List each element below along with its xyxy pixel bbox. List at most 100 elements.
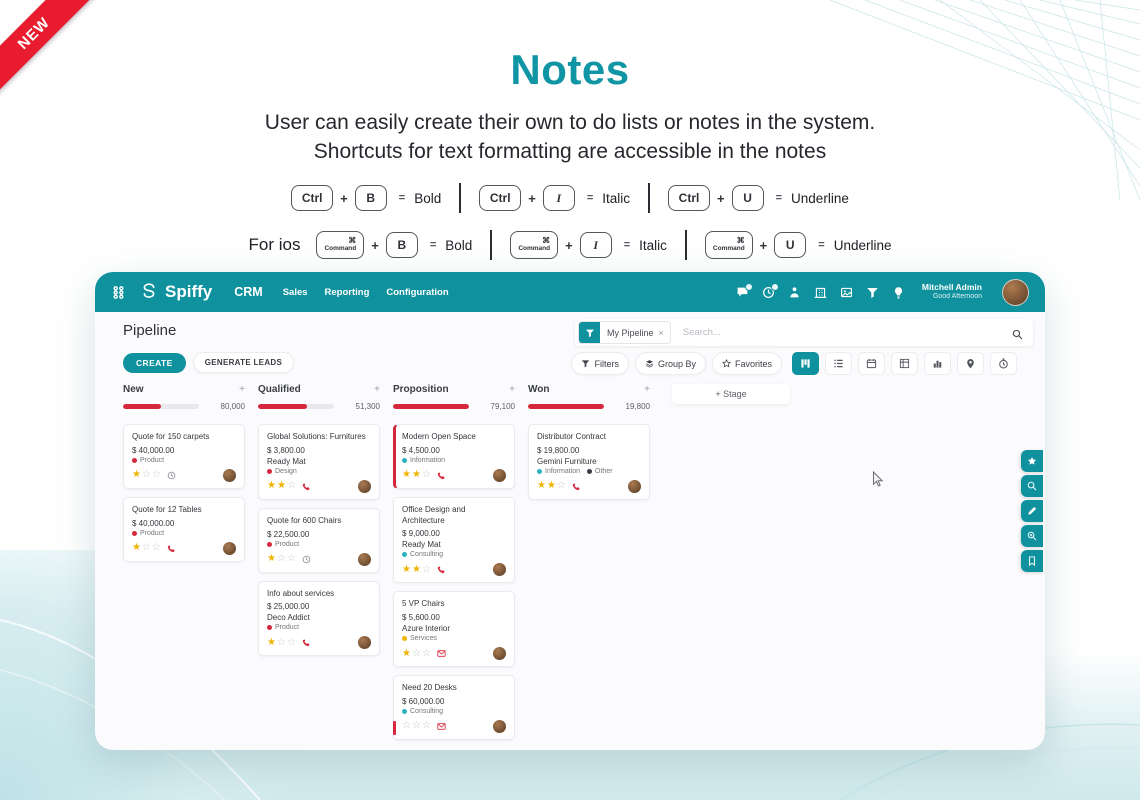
kanban-card[interactable]: 5 VP Chairs $ 5,600.00 Azure Interior Servi… [393,591,515,668]
priority-star-icon[interactable]: ☆ [276,636,286,648]
priority-star-icon[interactable]: ★ [402,469,411,481]
kanban-card[interactable]: Modern Open Space $ 4,500.00 Information ★ ★… [393,424,515,489]
clock-icon[interactable] [167,471,176,480]
card-avatar[interactable] [493,719,506,733]
side-search-button[interactable] [1021,475,1043,497]
kanban-card[interactable]: Quote for 600 Chairs $ 22,500.00 Product ★ ☆… [258,507,380,573]
clock-icon[interactable] [762,282,779,299]
column-add-icon[interactable]: + [239,384,245,395]
priority-star-icon[interactable]: ☆ [286,636,296,648]
kanban-card[interactable]: Quote for 150 carpets $ 40,000.00 Product ★… [123,424,245,489]
breadcrumb-pipeline[interactable]: Pipeline [123,322,177,339]
bulb-icon[interactable] [892,286,905,299]
priority-star-icon[interactable]: ☆ [276,553,286,565]
filters-button[interactable]: Filters [571,352,629,375]
priority-star-icon[interactable]: ☆ [151,469,161,481]
view-calendar-button[interactable] [858,352,885,375]
phone-icon[interactable] [167,544,176,553]
view-kanban-button[interactable] [792,352,819,375]
mail-icon[interactable] [437,649,446,658]
side-pencil-button[interactable] [1021,500,1043,522]
card-avatar[interactable] [628,479,641,493]
image-icon[interactable] [840,286,853,299]
card-avatar[interactable] [358,479,371,493]
phone-icon[interactable] [437,471,446,480]
priority-star-icon[interactable]: ★ [267,480,276,492]
card-avatar[interactable] [358,552,371,566]
priority-star-icon[interactable]: ★ [411,563,421,575]
column-add-icon[interactable]: + [509,384,515,395]
view-activity-button[interactable] [990,352,1017,375]
search-input[interactable] [680,326,1012,339]
chat-icon[interactable] [736,282,753,299]
view-graph-button[interactable] [924,352,951,375]
card-avatar[interactable] [493,647,506,661]
presence-icon[interactable] [788,286,801,299]
side-star-button[interactable] [1021,450,1043,472]
kanban-card[interactable]: Distributor Contract $ 19,800.00 Gemini Fu… [528,424,650,500]
priority-star-icon[interactable]: ☆ [411,720,421,732]
priority-star-icon[interactable]: ★ [132,542,141,554]
card-avatar[interactable] [358,636,371,650]
phone-icon[interactable] [437,565,446,574]
nav-menu-reporting[interactable]: Reporting [324,286,370,298]
priority-star-icon[interactable]: ☆ [141,469,151,481]
kanban-card[interactable]: Global Solutions: Furnitures $ 3,800.00 Re… [258,424,380,500]
priority-star-icon[interactable]: ☆ [402,720,411,732]
priority-star-icon[interactable]: ★ [537,480,546,492]
priority-star-icon[interactable]: ☆ [141,542,151,554]
nav-menu-configuration[interactable]: Configuration [386,286,449,298]
priority-star-icon[interactable]: ★ [411,469,421,481]
user-info[interactable]: Mitchell Admin Good Afternoon [922,282,982,301]
column-add-icon[interactable]: + [644,384,650,395]
side-bookmark-button[interactable] [1021,550,1043,572]
add-stage-button[interactable]: + Stage [672,384,790,404]
priority-star-icon[interactable]: ☆ [421,720,431,732]
view-list-button[interactable] [825,352,852,375]
phone-icon[interactable] [302,482,311,491]
priority-star-icon[interactable]: ☆ [421,469,431,481]
clock-icon[interactable] [302,555,311,564]
side-zoom-button[interactable] [1021,525,1043,547]
card-avatar[interactable] [223,541,236,555]
apps-grid-icon[interactable] [111,285,126,300]
priority-star-icon[interactable]: ☆ [286,553,296,565]
kanban-card[interactable]: Quote for 12 Tables $ 40,000.00 Product ★ ☆ ☆ [123,496,245,562]
priority-star-icon[interactable]: ★ [276,480,286,492]
priority-star-icon[interactable]: ☆ [421,563,431,575]
card-avatar[interactable] [223,468,236,482]
facet-remove-icon[interactable]: × [658,327,664,338]
nav-menu-sales[interactable]: Sales [282,286,308,298]
priority-star-icon[interactable]: ☆ [421,647,431,659]
priority-star-icon[interactable]: ★ [402,647,411,659]
user-avatar[interactable] [1002,278,1029,306]
create-button[interactable]: CREATE [123,352,186,373]
filter-icon[interactable] [866,286,879,299]
priority-star-icon[interactable]: ★ [402,563,411,575]
column-add-icon[interactable]: + [374,384,380,395]
priority-star-icon[interactable]: ☆ [556,480,566,492]
view-pivot-button[interactable] [891,352,918,375]
kanban-card[interactable]: Office Design and Architecture $ 9,000.00… [393,496,515,584]
phone-icon[interactable] [302,638,311,647]
kanban-card[interactable]: Need 20 Desks $ 60,000.00 Consulting ☆ ☆ ☆ [393,675,515,740]
priority-star-icon[interactable]: ☆ [151,542,161,554]
building-icon[interactable] [814,286,827,299]
module-name[interactable]: CRM [234,285,263,299]
card-avatar[interactable] [493,563,506,577]
priority-star-icon[interactable]: ★ [546,480,556,492]
priority-star-icon[interactable]: ★ [267,636,276,648]
priority-star-icon[interactable]: ☆ [411,647,421,659]
generate-leads-button[interactable]: GENERATE LEADS [192,352,295,373]
card-avatar[interactable] [493,468,506,482]
group-by-button[interactable]: Group By [634,352,706,375]
mail-icon[interactable] [437,722,446,731]
search-bar[interactable]: My Pipeline × [575,319,1033,346]
view-map-button[interactable] [957,352,984,375]
priority-star-icon[interactable]: ☆ [286,480,296,492]
phone-icon[interactable] [572,482,581,491]
priority-star-icon[interactable]: ★ [132,469,141,481]
priority-star-icon[interactable]: ★ [267,553,276,565]
search-icon[interactable] [1012,327,1023,340]
favorites-button[interactable]: Favorites [711,352,782,375]
